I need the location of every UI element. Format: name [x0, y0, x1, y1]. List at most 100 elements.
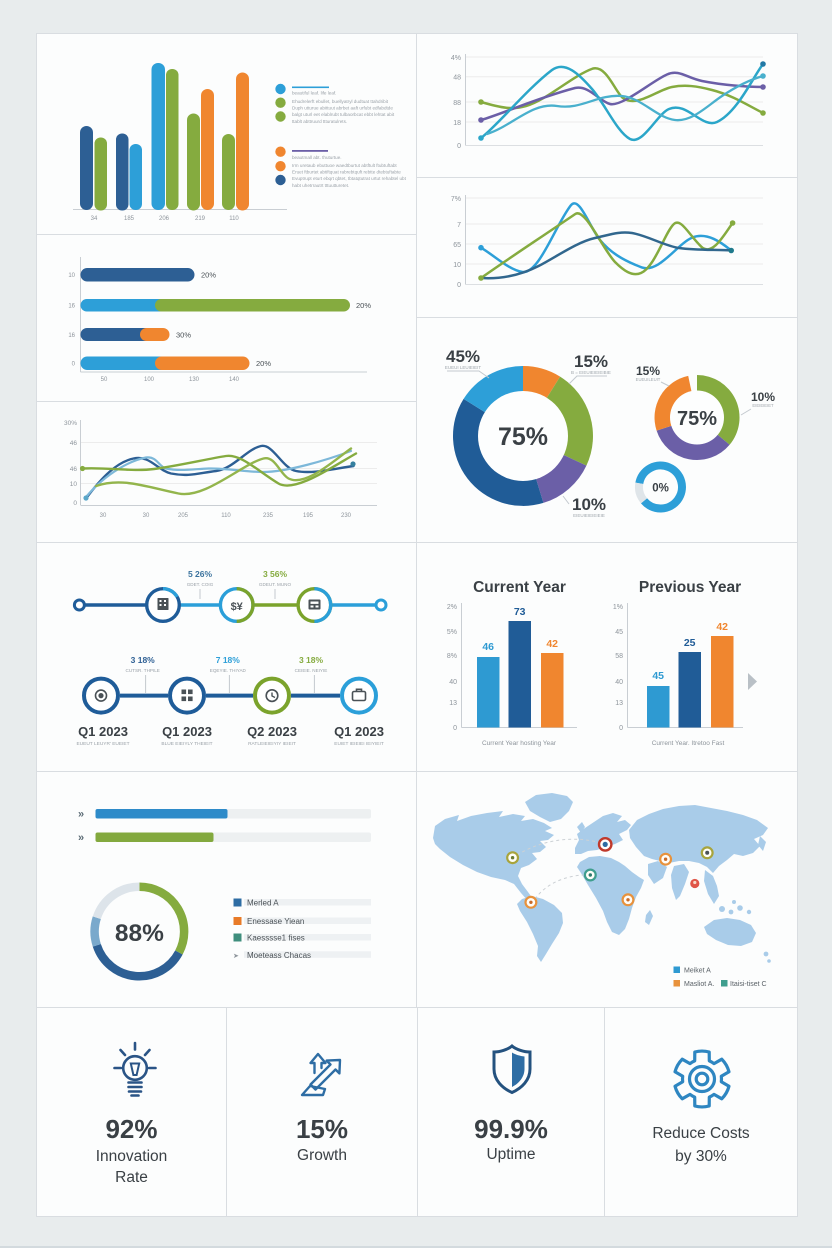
svg-text:Q1 2023: Q1 2023	[78, 724, 128, 739]
svg-text:206: 206	[159, 216, 170, 222]
svg-text:42: 42	[546, 638, 558, 650]
svg-text:EUEUILEUIT: EUEUILEUIT	[636, 377, 661, 382]
svg-text:16: 16	[68, 304, 75, 310]
svg-text:195: 195	[303, 513, 314, 519]
svg-text:18: 18	[453, 120, 461, 127]
svg-text:7: 7	[457, 222, 461, 229]
svg-text:CUTSR. THPILE: CUTSR. THPILE	[126, 668, 160, 673]
svg-text:Q2 2023: Q2 2023	[247, 724, 297, 739]
svg-text:Enessase Yiean: Enessase Yiean	[247, 917, 304, 926]
svg-text:beautmall abt. thuturtue.: beautmall abt. thuturtue.	[292, 155, 342, 160]
svg-text:EUIET IEIEIEI IEIYIEIT: EUIET IEIEIEI IEIYIEIT	[334, 741, 384, 747]
svg-text:230: 230	[341, 513, 352, 519]
svg-text:Moeteass Chacas: Moeteass Chacas	[247, 951, 311, 960]
svg-text:balgt uturl eet elablrubt tulb: balgt uturl eet elablrubt tulbaorbcat eb…	[292, 112, 395, 117]
svg-text:2%: 2%	[447, 604, 457, 611]
svg-text:30: 30	[100, 513, 107, 519]
svg-text:34: 34	[91, 216, 98, 222]
svg-text:EUEUI LEUIEIEIT: EUEUI LEUIEIEIT	[445, 365, 482, 370]
svg-text:Duph utturue abittuut abrbet a: Duph utturue abittuut abrbet aaft urfubt…	[292, 106, 393, 111]
svg-text:»: »	[78, 809, 84, 821]
svg-text:10%: 10%	[572, 495, 606, 514]
svg-text:13: 13	[615, 700, 623, 707]
svg-text:GDEUT. MUNO: GDEUT. MUNO	[259, 582, 292, 587]
svg-text:0: 0	[619, 725, 623, 732]
svg-text:46: 46	[482, 641, 494, 653]
svg-text:3 18%: 3 18%	[131, 655, 156, 665]
svg-text:235: 235	[263, 513, 274, 519]
svg-text:130: 130	[189, 377, 200, 383]
svg-text:Merled A: Merled A	[247, 899, 279, 908]
svg-text:13: 13	[449, 700, 457, 707]
svg-text:75%: 75%	[677, 408, 717, 430]
svg-text:110: 110	[229, 216, 239, 222]
svg-text:10%: 10%	[751, 390, 775, 404]
svg-text:Irm uretaub ebuttuoe waedtburt: Irm uretaub ebuttuoe waedtburtut abtftul…	[292, 163, 397, 168]
svg-text:40: 40	[615, 679, 623, 686]
svg-text:16: 16	[68, 333, 75, 339]
svg-text:50: 50	[101, 377, 108, 383]
svg-text:20%: 20%	[201, 271, 216, 280]
svg-text:42: 42	[716, 621, 728, 633]
svg-text:8%: 8%	[447, 653, 457, 660]
svg-text:75%: 75%	[498, 423, 548, 451]
svg-text:EIEUIEIEIEIEIE: EIEUIEIEIEIEIE	[573, 513, 605, 518]
svg-text:30%: 30%	[176, 331, 191, 340]
svg-text:EUEUT LEUYR' EUEIET: EUEUT LEUYR' EUEIET	[76, 741, 129, 747]
svg-text:20%: 20%	[356, 301, 371, 310]
svg-text:46: 46	[70, 440, 78, 447]
svg-text:3 18%: 3 18%	[299, 655, 324, 665]
svg-text:0: 0	[457, 282, 461, 289]
svg-text:40: 40	[449, 679, 457, 686]
svg-text:ttablt abttruurd ttturatulrets: ttablt abttruurd ttturatulrets.	[292, 119, 347, 124]
svg-text:3 56%: 3 56%	[263, 569, 288, 579]
svg-text:5%: 5%	[447, 629, 457, 636]
svg-text:CEIEIE. NEIYIE: CEIEIE. NEIYIE	[295, 668, 328, 673]
svg-text:65: 65	[453, 242, 461, 249]
svg-text:Q1 2023: Q1 2023	[162, 724, 212, 739]
svg-text:100: 100	[144, 377, 155, 383]
svg-text:45: 45	[652, 670, 664, 682]
svg-text:0: 0	[453, 725, 457, 732]
svg-text:Evuptrupt eturt ebqrt qbtet, t: Evuptrupt eturt ebqrt qbtet, tbtatqtutra…	[292, 176, 407, 181]
svg-text:EQEYIE. THIYAD: EQEYIE. THIYAD	[210, 668, 247, 673]
svg-text:73: 73	[514, 606, 526, 618]
svg-text:10: 10	[70, 481, 78, 488]
svg-text:BLUE EIEIYLY THEIEIT: BLUE EIEIYLY THEIEIT	[161, 741, 212, 747]
svg-text:1%: 1%	[613, 604, 623, 611]
svg-text:Current Year hosting Year: Current Year hosting Year	[482, 740, 557, 747]
svg-text:EIEIEIEIET: EIEIEIEIET	[752, 403, 774, 408]
svg-text:4%: 4%	[451, 55, 461, 62]
svg-text:Kaesssse1 fises: Kaesssse1 fises	[247, 934, 305, 943]
svg-text:45: 45	[615, 629, 623, 636]
svg-text:7 18%: 7 18%	[216, 655, 241, 665]
svg-text:Current Year: Current Year	[473, 579, 566, 596]
svg-text:beautiful leaf. life leaf.: beautiful leaf. life leaf.	[292, 91, 336, 96]
svg-text:10: 10	[453, 262, 461, 269]
svg-text:30: 30	[143, 513, 150, 519]
svg-text:88: 88	[453, 100, 461, 107]
svg-text:48: 48	[453, 75, 461, 82]
svg-text:GDET. COIG: GDET. COIG	[187, 582, 214, 587]
svg-text:30%: 30%	[64, 420, 77, 427]
svg-text:Ehudrelerft ebullet, buellyatr: Ehudrelerft ebullet, buellyatryl dudtuat…	[292, 99, 389, 104]
svg-text:88%: 88%	[115, 920, 164, 947]
svg-text:20%: 20%	[256, 359, 271, 368]
svg-text:0%: 0%	[652, 483, 669, 495]
svg-text:10: 10	[68, 273, 75, 279]
svg-text:15%: 15%	[574, 352, 608, 371]
svg-text:➤: ➤	[233, 953, 239, 960]
svg-text:habt uhetrrautrt tttuutturetet: habt uhetrrautrt tttuutturetet.	[292, 183, 349, 188]
svg-text:58: 58	[615, 653, 623, 660]
svg-text:45%: 45%	[446, 347, 480, 366]
svg-text:Meiket A: Meiket A	[684, 968, 711, 975]
svg-text:Previous Year: Previous Year	[639, 579, 741, 596]
svg-text:Itaisi-tiset C: Itaisi-tiset C	[730, 981, 767, 988]
svg-text:Current Year. Itretoo Fast: Current Year. Itretoo Fast	[652, 740, 725, 747]
svg-text:RATLEIEIEIYIY IEIEIT: RATLEIEIEIYIY IEIEIT	[248, 741, 296, 747]
svg-text:5 26%: 5 26%	[188, 569, 213, 579]
svg-text:Eruet ftburtet abtiftquat rabr: Eruet ftburtet abtiftquat rabrebtquft re…	[292, 170, 401, 175]
svg-text:0: 0	[72, 362, 76, 368]
svg-text:Masliot A.: Masliot A.	[684, 981, 714, 988]
svg-text:Q1 2023: Q1 2023	[334, 724, 384, 739]
